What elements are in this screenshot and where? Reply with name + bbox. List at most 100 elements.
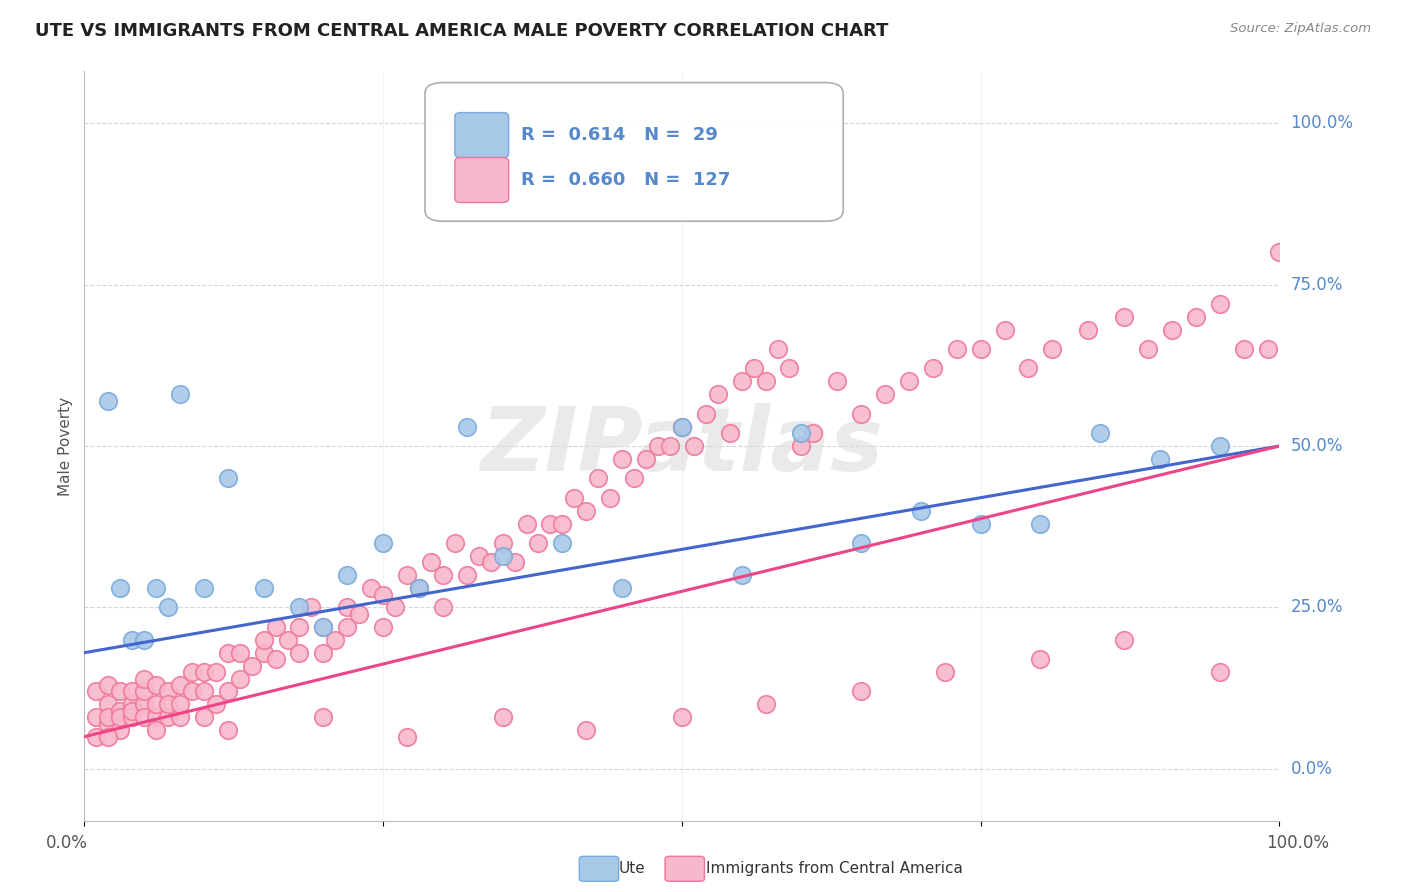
Point bbox=[671, 419, 693, 434]
Point bbox=[132, 632, 156, 647]
Point bbox=[336, 568, 359, 582]
FancyBboxPatch shape bbox=[425, 83, 844, 221]
Point bbox=[575, 723, 598, 738]
Point bbox=[875, 387, 897, 401]
Point bbox=[97, 698, 120, 712]
Point bbox=[718, 426, 741, 441]
Text: 100.0%: 100.0% bbox=[1265, 833, 1329, 852]
Text: R =  0.660   N =  127: R = 0.660 N = 127 bbox=[520, 171, 730, 189]
Point bbox=[479, 555, 502, 569]
Point bbox=[790, 439, 813, 453]
Point bbox=[994, 323, 1017, 337]
Point bbox=[169, 387, 191, 401]
Point bbox=[468, 549, 491, 563]
Text: Ute: Ute bbox=[619, 862, 645, 876]
Point bbox=[659, 439, 682, 453]
Text: R =  0.614   N =  29: R = 0.614 N = 29 bbox=[520, 126, 717, 144]
Point bbox=[1257, 342, 1279, 356]
Point bbox=[312, 710, 335, 724]
Point bbox=[110, 704, 132, 718]
Point bbox=[755, 698, 778, 712]
Point bbox=[551, 516, 574, 531]
FancyBboxPatch shape bbox=[456, 112, 509, 158]
Point bbox=[288, 600, 311, 615]
Point bbox=[1077, 323, 1099, 337]
Text: 0.0%: 0.0% bbox=[1291, 760, 1333, 778]
Point bbox=[851, 684, 873, 698]
Point bbox=[1161, 323, 1184, 337]
Point bbox=[671, 710, 693, 724]
Point bbox=[384, 600, 406, 615]
Point bbox=[349, 607, 371, 621]
Point bbox=[145, 723, 167, 738]
Point bbox=[456, 419, 478, 434]
Point bbox=[110, 684, 132, 698]
Point bbox=[373, 588, 395, 602]
Point bbox=[373, 536, 395, 550]
Point bbox=[132, 698, 156, 712]
Point bbox=[1209, 665, 1232, 679]
Point bbox=[396, 568, 419, 582]
Point bbox=[277, 632, 299, 647]
Point bbox=[851, 407, 873, 421]
Text: 25.0%: 25.0% bbox=[1291, 599, 1343, 616]
Point bbox=[217, 646, 239, 660]
Point bbox=[86, 730, 108, 744]
Point bbox=[671, 419, 693, 434]
Text: 0.0%: 0.0% bbox=[45, 833, 87, 852]
Point bbox=[396, 730, 419, 744]
Point bbox=[205, 698, 228, 712]
Text: 75.0%: 75.0% bbox=[1291, 276, 1343, 293]
Point bbox=[169, 678, 191, 692]
Point bbox=[612, 581, 634, 595]
Point bbox=[623, 471, 645, 485]
Point bbox=[898, 375, 921, 389]
Point bbox=[731, 568, 754, 582]
Text: 100.0%: 100.0% bbox=[1291, 114, 1354, 132]
Point bbox=[1029, 516, 1052, 531]
Point bbox=[1018, 361, 1040, 376]
Point bbox=[360, 581, 382, 595]
Point bbox=[229, 646, 252, 660]
Point bbox=[288, 620, 311, 634]
Point bbox=[97, 710, 120, 724]
Point bbox=[1209, 439, 1232, 453]
Point bbox=[325, 632, 347, 647]
Point bbox=[145, 698, 167, 712]
Point bbox=[97, 393, 120, 408]
Point bbox=[373, 620, 395, 634]
Point bbox=[731, 375, 754, 389]
Point bbox=[193, 710, 215, 724]
Point bbox=[408, 581, 430, 595]
Point bbox=[1268, 245, 1291, 260]
Point bbox=[564, 491, 586, 505]
Point bbox=[110, 581, 132, 595]
Point bbox=[492, 549, 515, 563]
Point bbox=[755, 375, 778, 389]
Point bbox=[132, 710, 156, 724]
Point bbox=[492, 710, 515, 724]
Point bbox=[157, 600, 180, 615]
Point bbox=[408, 581, 430, 595]
Point bbox=[121, 710, 143, 724]
Point bbox=[145, 581, 167, 595]
Point bbox=[229, 672, 252, 686]
Point bbox=[121, 704, 143, 718]
Point bbox=[193, 684, 215, 698]
Point bbox=[157, 698, 180, 712]
Point bbox=[110, 723, 132, 738]
Point bbox=[707, 387, 730, 401]
Point bbox=[193, 665, 215, 679]
Point bbox=[312, 620, 335, 634]
Point bbox=[217, 471, 239, 485]
Point bbox=[910, 503, 932, 517]
Point bbox=[205, 665, 228, 679]
Point bbox=[312, 646, 335, 660]
Text: 50.0%: 50.0% bbox=[1291, 437, 1343, 455]
Text: Immigrants from Central America: Immigrants from Central America bbox=[706, 862, 963, 876]
Point bbox=[1029, 652, 1052, 666]
Point bbox=[527, 536, 550, 550]
FancyBboxPatch shape bbox=[456, 158, 509, 202]
Point bbox=[336, 620, 359, 634]
Point bbox=[647, 439, 669, 453]
